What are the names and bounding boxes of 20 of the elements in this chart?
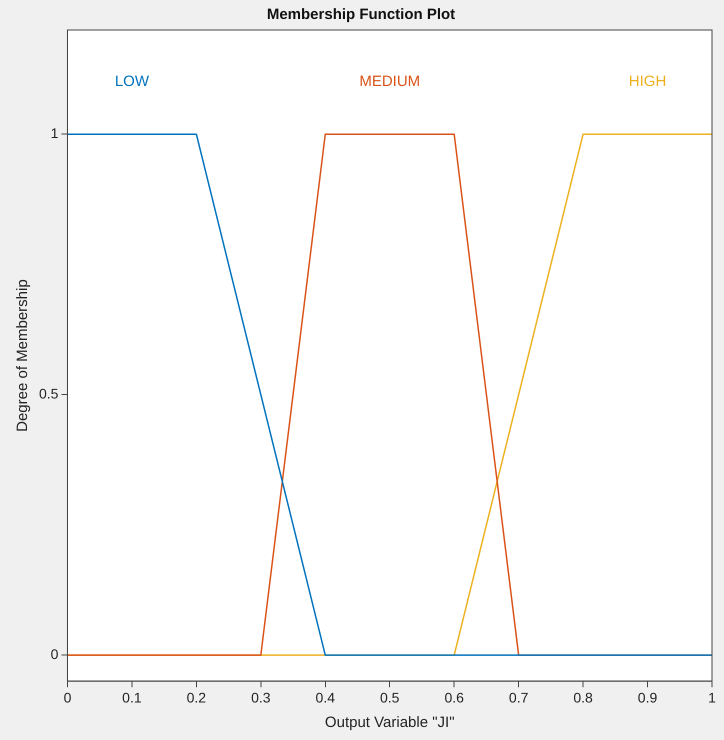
x-tick-label: 0.3 (251, 689, 271, 706)
x-tick-label: 0.9 (638, 689, 658, 706)
y-tick-label: 1 (50, 125, 59, 142)
x-tick-label: 0 (64, 689, 72, 706)
x-tick-label: 0.4 (316, 689, 336, 706)
y-tick-label: 0 (50, 646, 59, 662)
x-tick-label: 0.6 (444, 689, 464, 706)
x-tick-label: 1 (708, 689, 716, 706)
x-tick-label: 0.7 (508, 689, 529, 706)
x-tick-label: 0.2 (186, 689, 206, 706)
x-tick-label: 0.1 (122, 689, 142, 706)
text: MEDIUM (359, 73, 420, 90)
text: HIGH (628, 73, 666, 90)
text: LOW (114, 73, 150, 90)
y-tick-label: 0.5 (38, 386, 59, 402)
y-axis-title: Degree of Membership (14, 279, 32, 432)
x-tick-label: 0.5 (380, 689, 400, 706)
x-tick-label: 0.8 (573, 689, 594, 706)
chart-title: Membership Function Plot (266, 6, 456, 24)
x-axis-title: Output Variable "JI" (324, 714, 455, 732)
